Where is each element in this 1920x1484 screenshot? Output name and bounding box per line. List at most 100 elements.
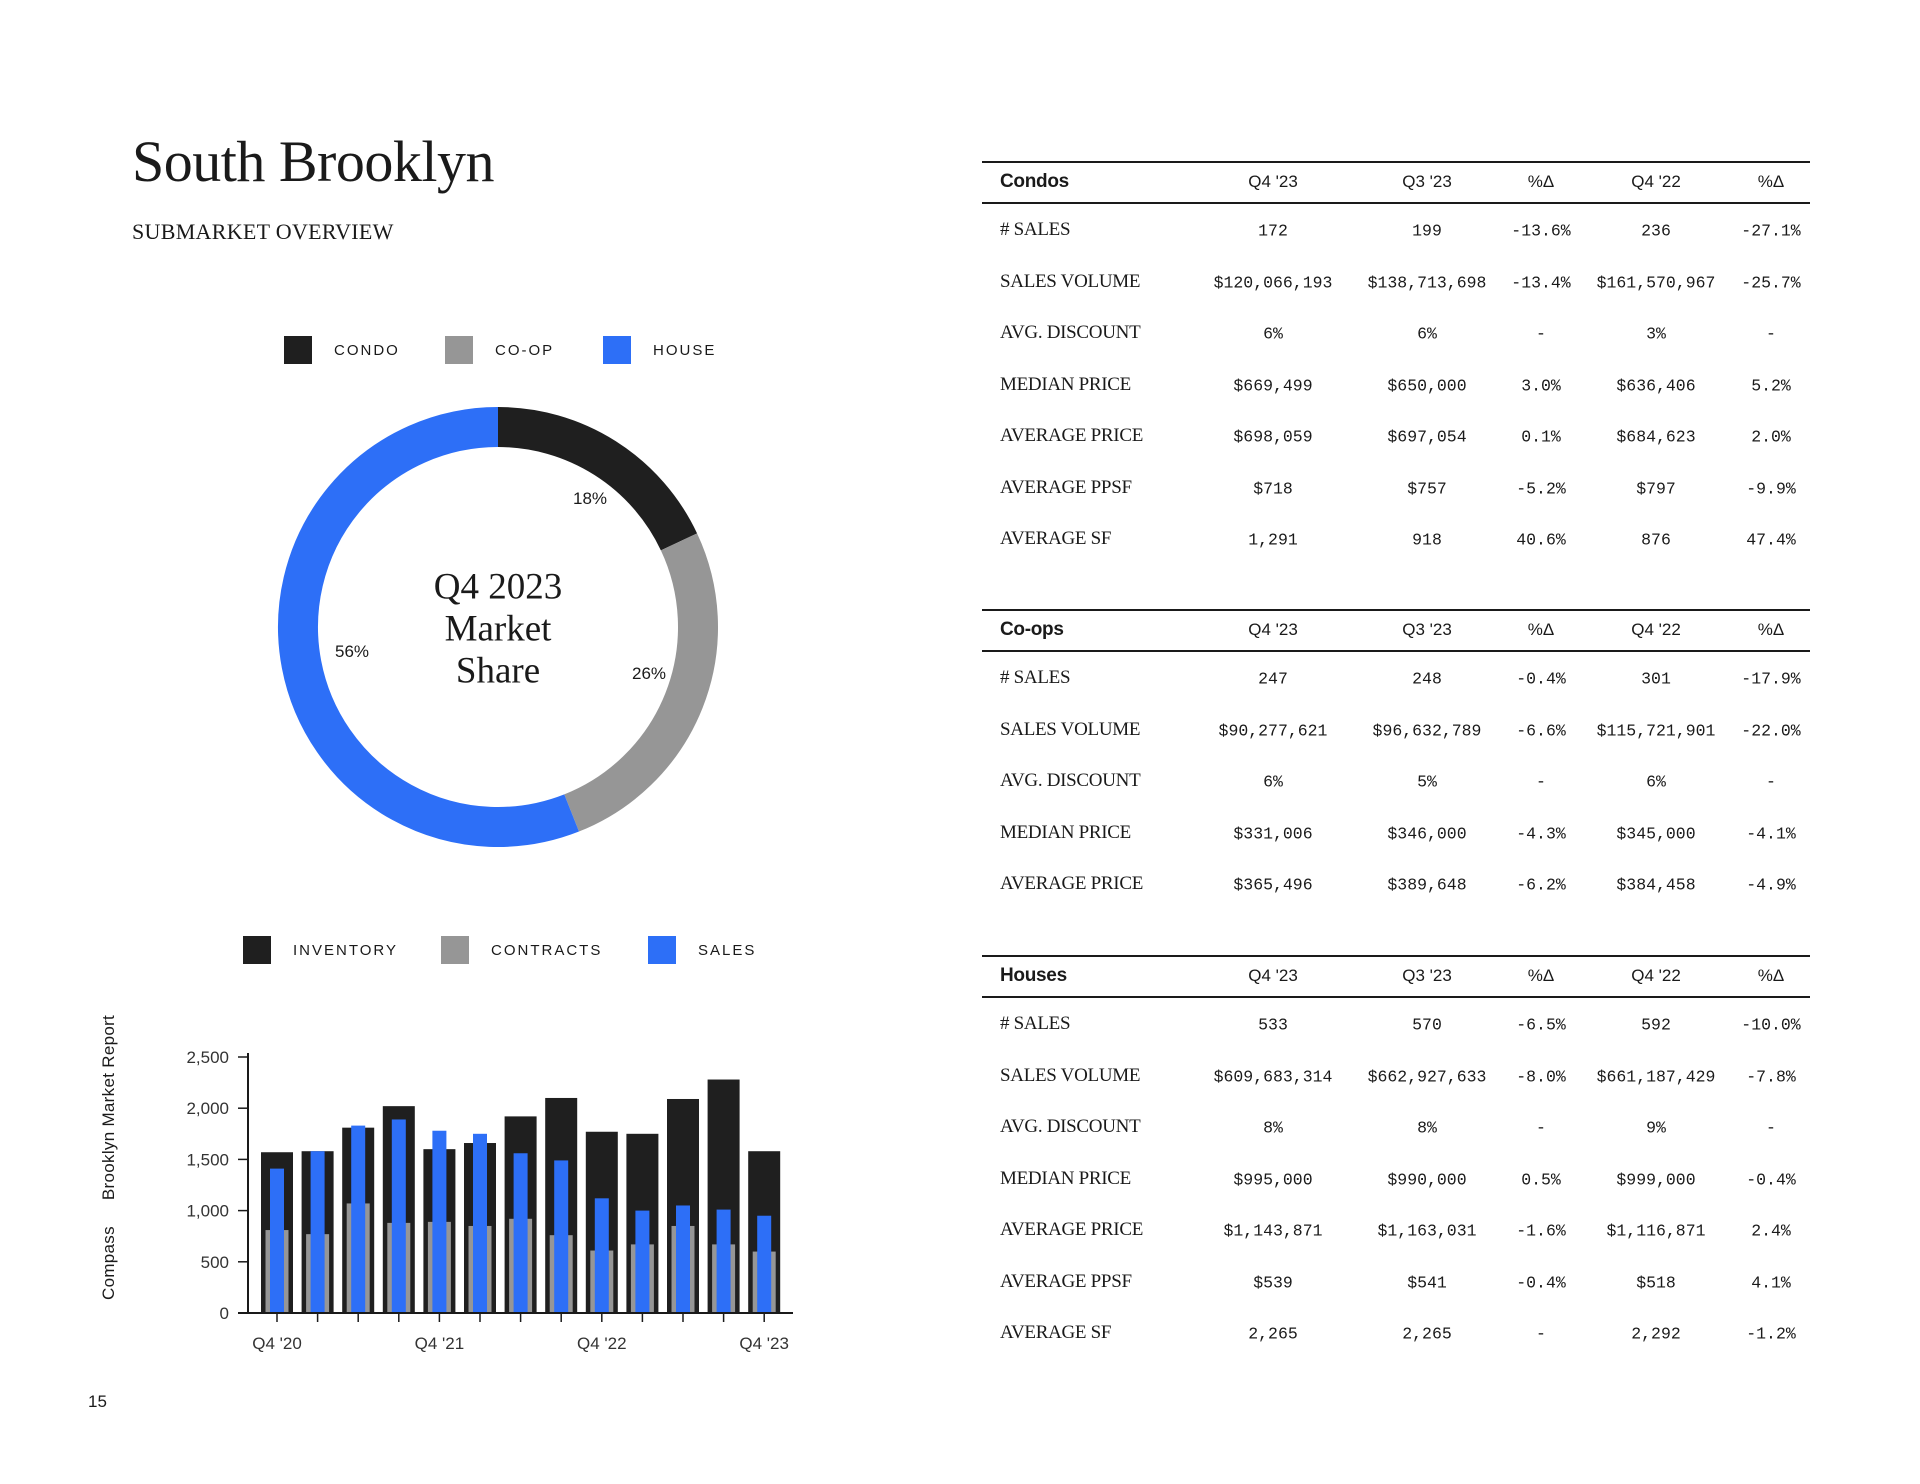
table-cell: 5.2% (1751, 376, 1791, 395)
slice-label-house: 56% (334, 642, 370, 661)
table-cell: $999,000 (1616, 1170, 1696, 1189)
column-header: Q4 '22 (1631, 172, 1681, 191)
table-cell: $541 (1407, 1273, 1447, 1292)
bar-sales (594, 1198, 609, 1313)
y-tick-label: 500 (201, 1253, 229, 1272)
table-cell: -6.5% (1516, 1015, 1566, 1035)
table-cell: $990,000 (1387, 1170, 1467, 1189)
y-tick-label: 1,000 (186, 1202, 229, 1221)
table-cell: $1,163,031 (1377, 1221, 1477, 1241)
table-cell: 3.0% (1521, 376, 1561, 395)
table-cell: -6.2% (1516, 875, 1566, 895)
table-header-rule (982, 650, 1810, 652)
bar-sales (351, 1125, 366, 1313)
table-cell: $384,458 (1616, 875, 1696, 895)
legend-label: CONDO (334, 341, 400, 359)
table-coops: Co-ops Q4 '23 Q3 '23 %Δ Q4 '22 %Δ # SALES 247 24… (982, 609, 1810, 929)
table-cell: 47.4% (1746, 530, 1796, 550)
legend-label: HOUSE (653, 341, 717, 359)
legend-swatch-inventory (243, 936, 271, 964)
table-cell: -1.2% (1746, 1324, 1796, 1344)
bar-sales (757, 1215, 772, 1313)
legend-label: INVENTORY (293, 941, 398, 959)
table-cell: -0.4% (1516, 669, 1566, 689)
column-header: Q3 '23 (1402, 620, 1452, 639)
row-label: SALES VOLUME (1000, 1064, 1141, 1086)
y-tick-label: 0 (220, 1304, 229, 1323)
report-name: Brooklyn Market Report (99, 1014, 118, 1201)
table-cell: $120,066,193 (1213, 273, 1333, 292)
table-cell: -22.0% (1741, 721, 1801, 740)
row-label: AVERAGE SF (1000, 528, 1112, 549)
table-cell: $115,721,901 (1596, 721, 1716, 740)
table-cell: - (1536, 1324, 1546, 1344)
table-cell: 9% (1646, 1118, 1666, 1138)
table-cell: $1,116,871 (1606, 1221, 1706, 1241)
row-label: AVERAGE SF (1000, 1322, 1112, 1343)
legend-item-condo: CONDO (284, 336, 400, 364)
table-cell: -9.9% (1746, 479, 1796, 498)
table-cell: -4.3% (1516, 824, 1566, 843)
table-cell: - (1536, 324, 1546, 344)
table-cell: 8% (1263, 1118, 1283, 1138)
bar-sales (513, 1153, 528, 1313)
bar-sales (716, 1209, 731, 1313)
row-label: AVERAGE PPSF (1000, 1270, 1132, 1292)
column-header: %Δ (1527, 966, 1555, 985)
row-label: # SALES (1000, 1013, 1071, 1034)
table-cell: -4.9% (1746, 875, 1796, 895)
table-cell: 0.5% (1521, 1170, 1561, 1189)
table-cell: 2.4% (1751, 1221, 1791, 1241)
page-number: 15 (88, 1392, 107, 1411)
table-cell: 236 (1641, 221, 1671, 241)
table-houses: Houses Q4 '23 Q3 '23 %Δ Q4 '22 %Δ # SALES 533 57… (982, 955, 1810, 1378)
table-cell: 1,291 (1248, 530, 1298, 550)
row-label: MEDIAN PRICE (1000, 1167, 1131, 1189)
table-cell: $650,000 (1387, 376, 1467, 395)
side-report-label: Compass Brooklyn Market Report (99, 989, 119, 1300)
row-label: AVERAGE PRICE (1000, 1219, 1144, 1240)
row-label: SALES VOLUME (1000, 718, 1141, 740)
donut-center-line: Q4 2023 (433, 566, 563, 608)
column-header: Q3 '23 (1402, 966, 1452, 985)
legend-swatch-contracts (441, 936, 469, 964)
column-header: %Δ (1527, 620, 1555, 639)
bar-sales (635, 1210, 650, 1313)
table-cell: $636,406 (1616, 376, 1696, 395)
row-label: AVG. DISCOUNT (1000, 770, 1141, 791)
column-header: Q4 '23 (1248, 966, 1298, 985)
table-cell: 533 (1258, 1015, 1288, 1035)
table-cell: $331,006 (1233, 824, 1313, 843)
table-cell: -6.6% (1516, 721, 1566, 740)
y-tick-label: 1,500 (186, 1150, 229, 1169)
column-header: Q4 '22 (1631, 966, 1681, 985)
table-cell: 2,265 (1402, 1324, 1452, 1344)
donut-center-line: Market (444, 608, 552, 650)
brand-name: Compass (99, 1226, 118, 1300)
table-cell: $995,000 (1233, 1170, 1313, 1189)
table-cell: 2,292 (1631, 1324, 1681, 1344)
table-cell: 301 (1641, 669, 1671, 689)
donut-slice-house (278, 407, 579, 847)
legend-label: CO-OP (495, 341, 555, 359)
table-cell: - (1766, 772, 1776, 792)
row-label: AVG. DISCOUNT (1000, 322, 1141, 343)
page-subtitle: SUBMARKET OVERVIEW (132, 219, 394, 244)
table-cell: $346,000 (1387, 824, 1467, 843)
legend-swatch-condo (284, 336, 312, 364)
table-cell: $757 (1407, 479, 1447, 498)
table-header-rule (982, 996, 1810, 998)
table-top-rule (982, 609, 1810, 611)
row-label: MEDIAN PRICE (1000, 821, 1131, 843)
donut-slice-condo (497, 407, 698, 551)
table-cell: $389,648 (1387, 875, 1467, 895)
column-header: %Δ (1757, 966, 1785, 985)
table-cell: -0.4% (1746, 1170, 1796, 1189)
legend-label: SALES (698, 941, 757, 959)
row-label: # SALES (1000, 219, 1071, 240)
column-header: %Δ (1757, 620, 1785, 639)
column-header: Q4 '22 (1631, 620, 1681, 639)
table-cell: -8.0% (1516, 1067, 1566, 1086)
donut-slice-coop (564, 533, 718, 832)
